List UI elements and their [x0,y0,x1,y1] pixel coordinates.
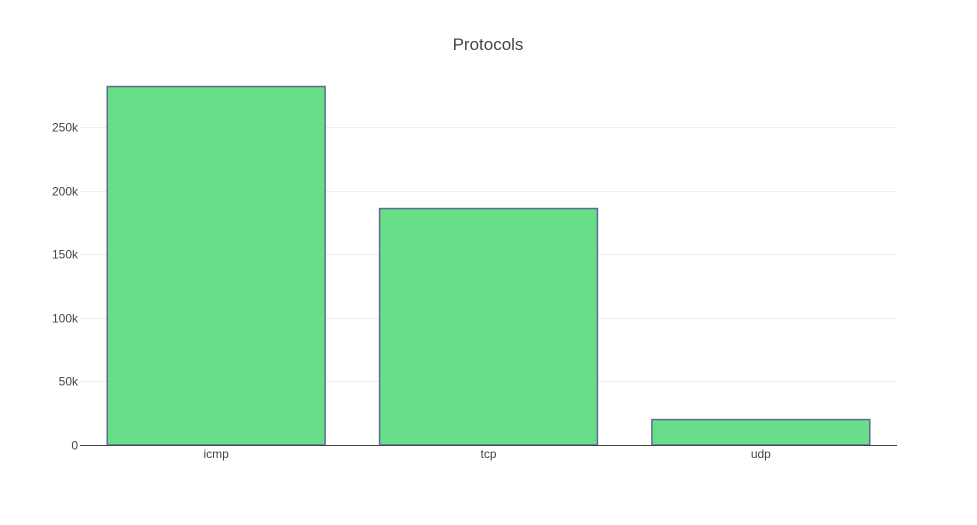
y-tick-label: 0 [71,439,78,453]
y-tick-label: 100k [52,312,79,326]
bar-tcp[interactable] [378,207,599,446]
y-tick-label: 150k [52,248,79,262]
y-tick-label: 250k [52,121,79,135]
x-tick-label: udp [751,447,771,461]
bar-icmp[interactable] [106,85,326,446]
bars [106,85,871,446]
y-axis: 0 50k 100k 150k 200k 250k [52,121,79,453]
chart-title: Protocols [453,35,524,54]
bar-udp[interactable] [651,418,871,446]
x-tick-label: tcp [480,447,496,461]
x-axis: icmp tcp udp [80,445,897,461]
y-tick-label: 50k [59,375,79,389]
x-tick-label: icmp [203,447,229,461]
y-tick-label: 200k [52,185,79,199]
